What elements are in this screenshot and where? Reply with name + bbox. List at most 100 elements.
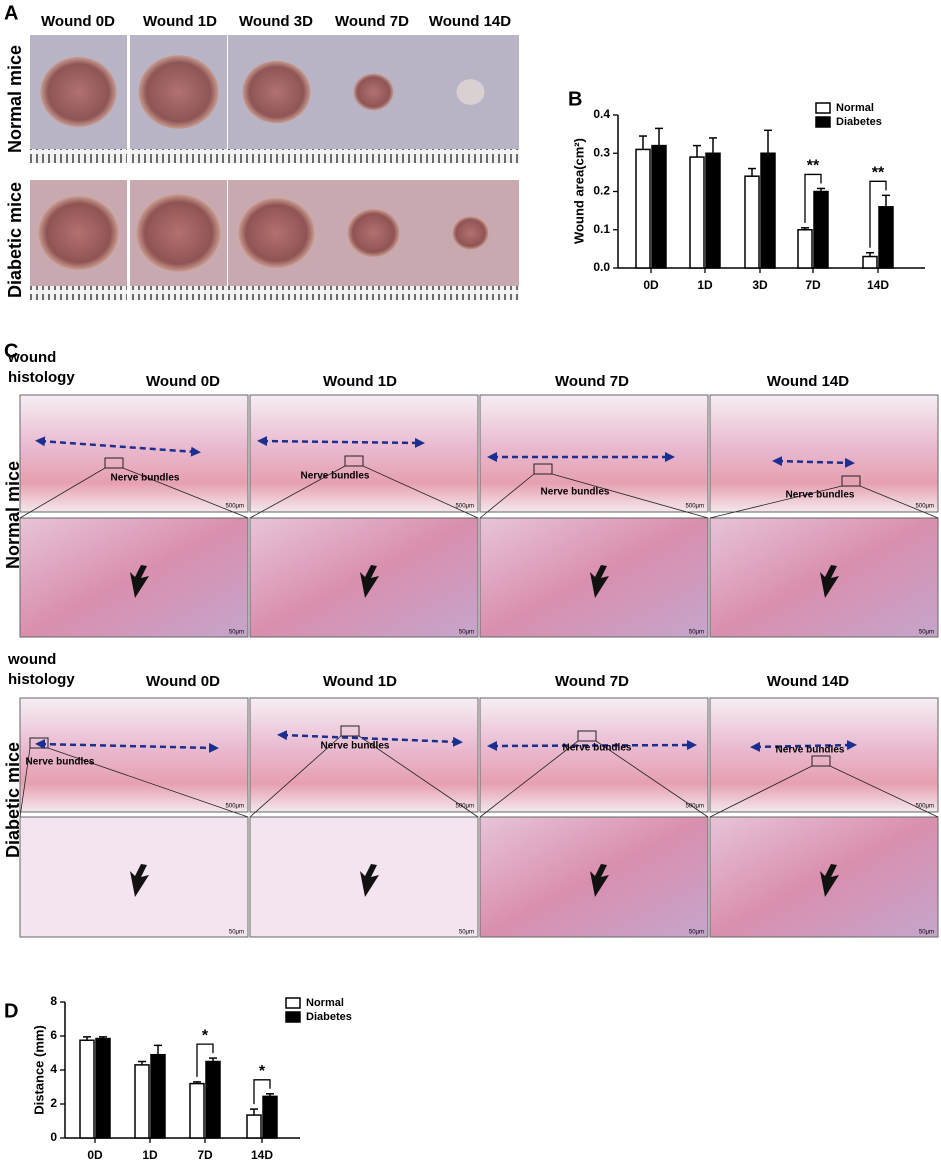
wound-photo [353,73,394,111]
legend-label: Diabetes [306,1011,352,1023]
ruler [130,286,227,300]
histology-image [709,394,939,513]
pointer-arrow [590,864,609,897]
bar [150,1053,166,1139]
scale-label: 50μm [459,930,474,936]
scale-label: 500μm [456,504,474,510]
histology-heading: histology [8,671,75,688]
significance-label: ** [807,158,820,175]
bar [262,1095,278,1139]
column-header: Wound 7D [335,13,409,30]
y-tick-label: 6 [50,1028,57,1042]
scale-label: 50μm [459,630,474,636]
scale-label: 500μm [226,804,244,810]
annotation: Nerve bundles [776,745,845,756]
histology-heading: wound [7,349,56,366]
y-tick-label: 4 [50,1062,57,1076]
wound-width-arrow [35,739,219,753]
ruler [325,149,422,163]
panel-letter: B [568,88,582,110]
row-label: Normal mice [5,45,25,153]
x-tick-label: 3D [752,278,768,292]
y-tick-label: 8 [50,994,57,1008]
ruler [30,286,127,300]
zoom-line [859,485,939,519]
panel-letter: A [4,2,18,24]
scale-label: 50μm [919,930,934,936]
histology-image [249,394,479,513]
wound-width-arrow [35,436,201,457]
wound-width-arrow [487,740,697,751]
y-tick-label: 0 [50,1130,57,1144]
pointer-arrow [820,864,839,897]
ruler [422,149,519,163]
wound-photo [136,194,221,272]
scale-label: 500μm [226,504,244,510]
significance-label: * [202,1027,209,1044]
legend-label: Normal [306,997,344,1009]
annotation: Nerve bundles [26,757,95,768]
ruler [228,286,325,300]
legend-swatch [815,102,831,114]
bar [635,148,651,269]
bar [760,152,776,269]
y-tick-label: 0.3 [593,145,610,159]
x-tick-label: 1D [142,1148,158,1162]
zoom-line [249,735,342,818]
column-header: Wound 3D [239,13,313,30]
y-axis-label: Wound area(cm²) [571,138,586,244]
significance-bracket [869,180,887,248]
legend-label: Diabetes [836,116,882,128]
zoom-line [19,467,106,519]
bar [744,175,760,269]
pointer-arrow [590,565,609,598]
wound-width-arrow [772,456,855,468]
x-tick-label: 14D [251,1148,273,1162]
wound-width-arrow [750,740,857,752]
x-tick-label: 7D [197,1148,213,1162]
panel-letter: D [4,1000,18,1022]
x-tick-label: 1D [697,278,713,292]
zoom-line [249,465,346,519]
zoom-line [122,467,249,519]
zoom-line [358,735,479,818]
annotation: Nerve bundles [786,490,855,501]
scale-label: 50μm [689,930,704,936]
wound-photo [40,57,117,127]
y-tick-label: 0.4 [593,107,610,121]
zoom-line [19,747,31,818]
bar [95,1037,111,1139]
histology-image [19,394,249,513]
scale-label: 50μm [689,630,704,636]
scale-label: 50μm [919,630,934,636]
column-header: Wound 1D [143,13,217,30]
zoom-line [479,740,579,818]
scale-label: 50μm [229,930,244,936]
column-header: Wound 7D [555,373,629,390]
legend-swatch [285,1011,301,1023]
x-tick-label: 7D [805,278,821,292]
annotation: Nerve bundles [321,741,390,752]
zoom-line [479,473,535,519]
zoom-line [362,465,479,519]
column-header: Wound 0D [146,373,220,390]
row-label: Diabetic mice [3,742,23,858]
y-tick-label: 0.0 [593,260,610,274]
annotation: Nerve bundles [111,473,180,484]
column-header: Wound 0D [146,673,220,690]
y-axis-label: Distance (mm) [31,1025,46,1115]
annotation: Nerve bundles [563,743,632,754]
y-tick-label: 0.2 [593,184,610,198]
y-tick-label: 0.1 [593,222,610,236]
zoom-line [47,747,249,818]
inset-box [104,457,124,469]
bar [189,1082,205,1139]
scale-label: 500μm [456,804,474,810]
histology-heading: histology [8,369,75,386]
scale-label: 500μm [686,804,704,810]
wound-photo [452,216,489,250]
significance-label: ** [872,165,885,182]
zoom-line [709,485,843,519]
pointer-arrow [360,864,379,897]
